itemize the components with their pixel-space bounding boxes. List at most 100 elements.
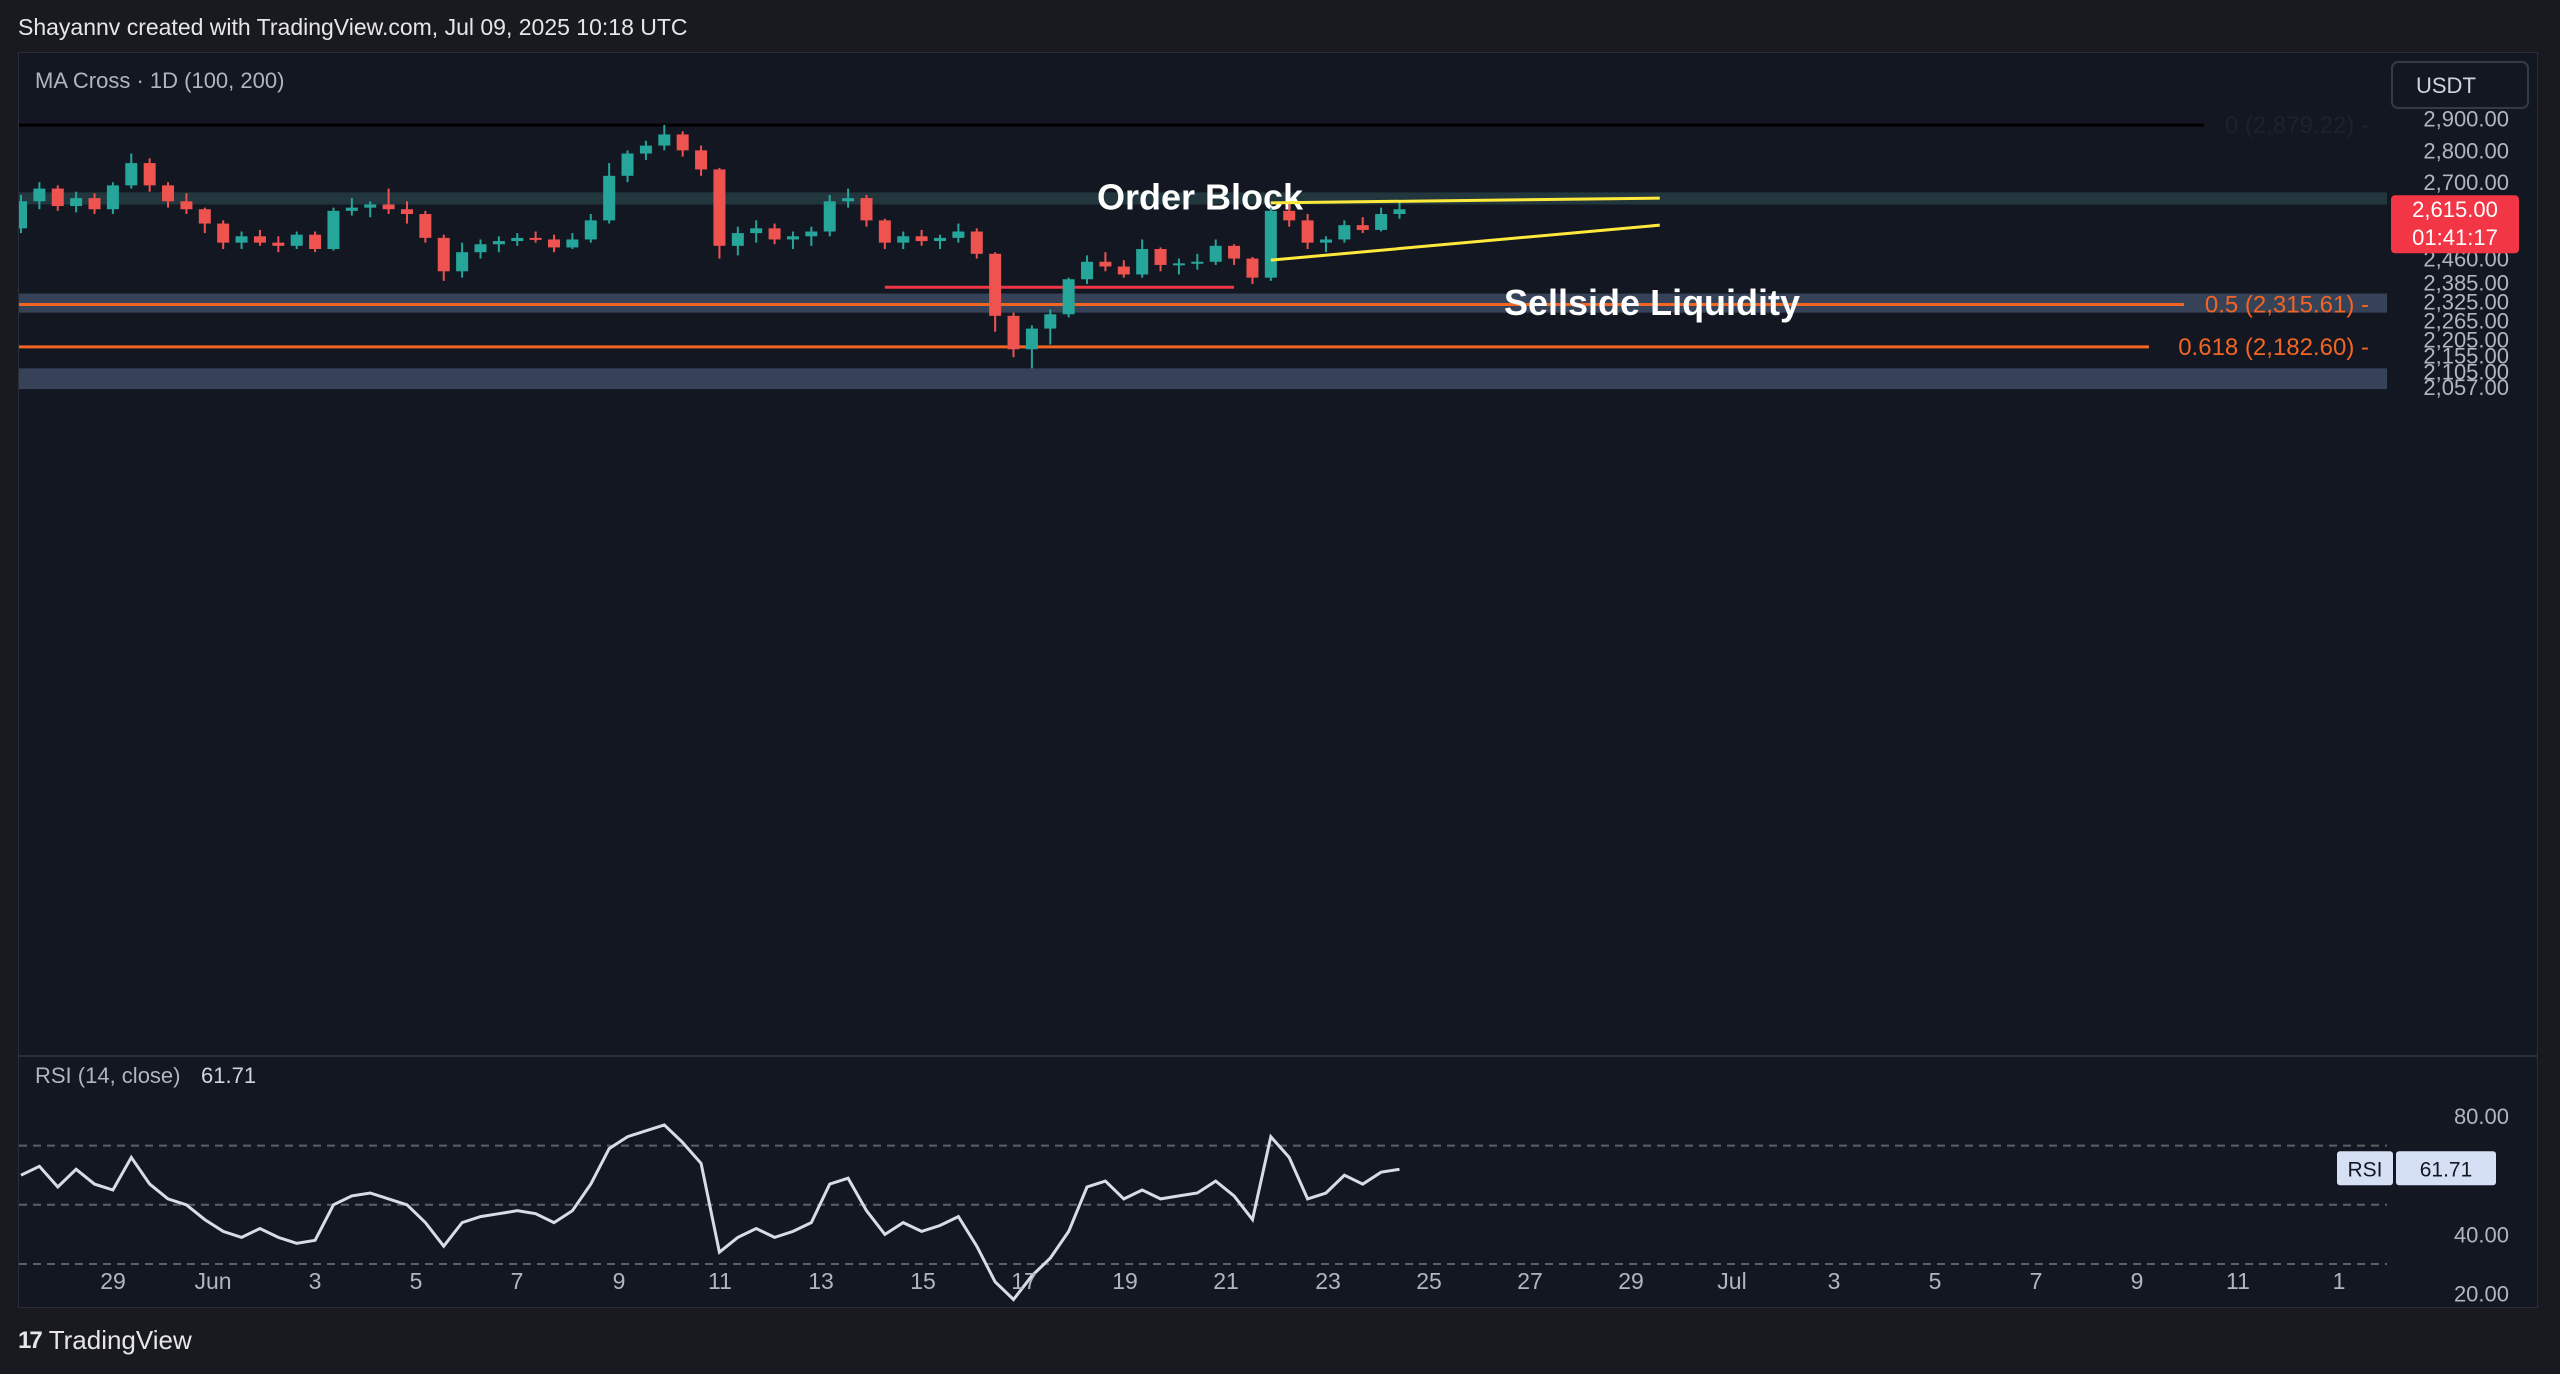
candle [1025,325,1038,369]
candle [897,231,910,250]
candle-body [88,198,101,210]
price-axis-tick: 2,700.00 [2423,170,2509,195]
candle-body [1007,315,1020,350]
candle [511,233,524,246]
rsi-badge-name: RSI [2347,1158,2382,1181]
time-axis-tick: 27 [1517,1268,1543,1294]
candle [603,163,616,224]
candle-body [106,185,119,210]
candle-body [768,228,781,240]
time-axis-tick: 5 [1929,1268,1942,1294]
candle-body [1393,209,1406,215]
candle [419,210,432,243]
candle-body [1301,220,1314,243]
candle [217,220,230,250]
candle-body [1044,314,1057,329]
candle-body [878,220,891,243]
candle [1228,244,1241,265]
time-axis-tick: 21 [1213,1268,1239,1294]
candle [198,207,211,234]
price-axis-tick: 2,057.00 [2423,375,2509,400]
order-block-label: Order Block [1097,176,1304,217]
candle [584,214,597,243]
candle-body [290,234,303,246]
candle [529,231,542,243]
candle [162,182,175,208]
time-axis-tick: 1 [2333,1268,2346,1294]
candle [1264,207,1277,281]
zone-3 [19,368,2387,390]
candle-body [842,198,855,202]
candle [750,220,763,243]
candle-body [19,201,27,229]
candle-body [1136,249,1149,275]
tradingview-footer[interactable]: 17 TradingView [18,1325,192,1356]
candle-body [1099,261,1112,267]
tradingview-logo-icon: 17 [18,1326,43,1354]
candle [474,239,487,259]
candle-body [566,239,579,248]
candle-body [934,237,946,242]
candle [1099,252,1112,272]
fib-level-label: 0 (2,879.22) - [2225,112,2369,139]
candle-body [786,236,799,240]
candle-body [217,223,230,243]
candle [860,194,873,227]
candle-body [823,201,836,232]
candle-body [382,204,395,210]
candle-body [529,237,542,240]
time-axis-tick: 25 [1416,1268,1442,1294]
candle [309,231,322,253]
candle [915,229,928,246]
time-axis-tick: 15 [910,1268,936,1294]
candle [400,201,413,224]
candle [639,140,652,160]
rsi-badge-value-box [2396,1151,2496,1186]
candle [1301,214,1314,250]
time-axis-tick: 29 [100,1268,126,1294]
candle-body [511,237,524,242]
candle-body [1172,263,1185,266]
candle [1393,201,1406,219]
candle-body [989,253,1002,316]
candle-body [474,244,487,253]
candle [823,194,836,237]
candle-body [1154,249,1167,265]
price-axis-tick: 2,325.00 [2423,290,2509,315]
chart-panel[interactable]: MA Cross · 1D (100, 200) USDT RSI (14, c… [18,52,2538,1308]
currency-button[interactable] [2391,61,2529,109]
candle [1154,247,1167,272]
candle-body [419,214,432,238]
candle [51,185,64,211]
candle-body [1246,258,1259,278]
price-chart-svg[interactable]: MA Cross · 1D (100, 200) USDT RSI (14, c… [19,53,2537,1307]
candle [456,242,469,278]
candle-body [1209,245,1222,262]
candle [19,194,27,234]
currency-label: USDT [2416,73,2476,98]
price-axis-tick: 2,800.00 [2423,138,2509,163]
time-axis-tick: 5 [410,1268,423,1294]
candle-body [731,233,744,246]
candle-body [253,236,266,243]
candle-body [33,188,46,202]
candle [125,153,138,189]
candle-body [162,185,175,202]
candle [106,182,119,215]
candle-body [1319,239,1332,243]
candle-body [695,150,708,170]
time-axis-tick: 9 [613,1268,626,1294]
candle [1172,258,1185,275]
candle [842,188,855,208]
candle-body [915,236,928,242]
candle [1136,239,1149,278]
candle-body [437,237,450,272]
time-axis-tick: 7 [2030,1268,2043,1294]
price-axis-tick: 2,105.00 [2423,360,2509,385]
candle-body [1191,261,1204,264]
candle [805,226,818,246]
candle-body [364,204,377,208]
candle-body [1117,266,1130,275]
chart-attribution: Shayannv created with TradingView.com, J… [18,14,688,40]
candle [1007,312,1020,358]
